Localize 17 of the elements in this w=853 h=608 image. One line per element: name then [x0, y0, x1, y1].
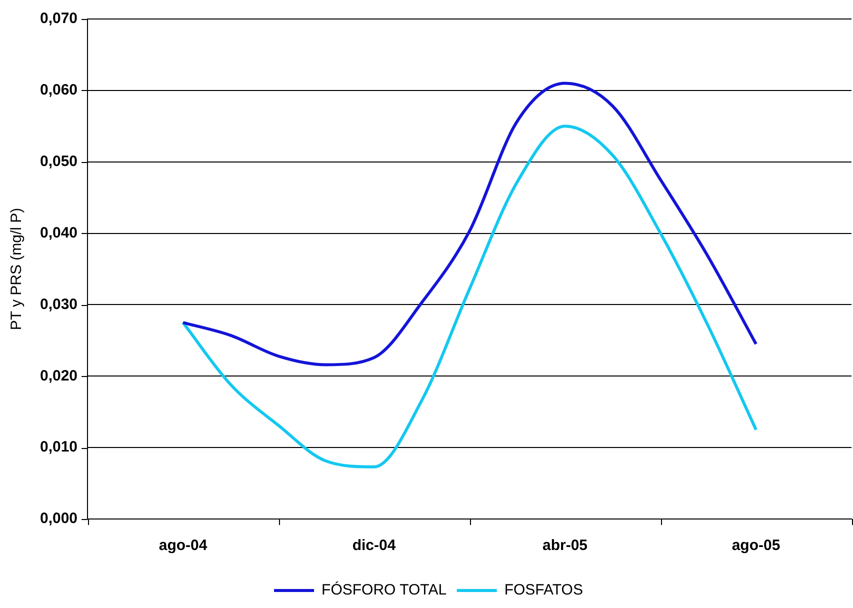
line-series: [182, 82, 758, 366]
x-tick-label: ago-04: [158, 537, 208, 554]
y-tick-label: 0,010: [40, 438, 78, 456]
y-tick-label: 0,030: [40, 296, 78, 313]
x-tick-label: dic-04: [352, 537, 396, 554]
y-tick-label: 0,070: [40, 10, 78, 28]
x-tick-label: abr-05: [542, 537, 588, 554]
y-tick-label: 0,020: [40, 367, 78, 384]
y-axis-title: PT y PRS (mg/l P): [8, 208, 26, 330]
y-tick-label: 0,050: [40, 153, 78, 170]
legend-label: FÓSFORO TOTAL: [322, 580, 447, 599]
y-tick-label: 0,040: [40, 224, 78, 242]
legend-label: FOSFATOS: [504, 582, 583, 599]
y-tick-label: 0,060: [40, 82, 78, 99]
y-tick-label: 0,000: [40, 510, 78, 528]
x-tick-label: ago-05: [732, 537, 780, 554]
line-series: [182, 124, 758, 468]
